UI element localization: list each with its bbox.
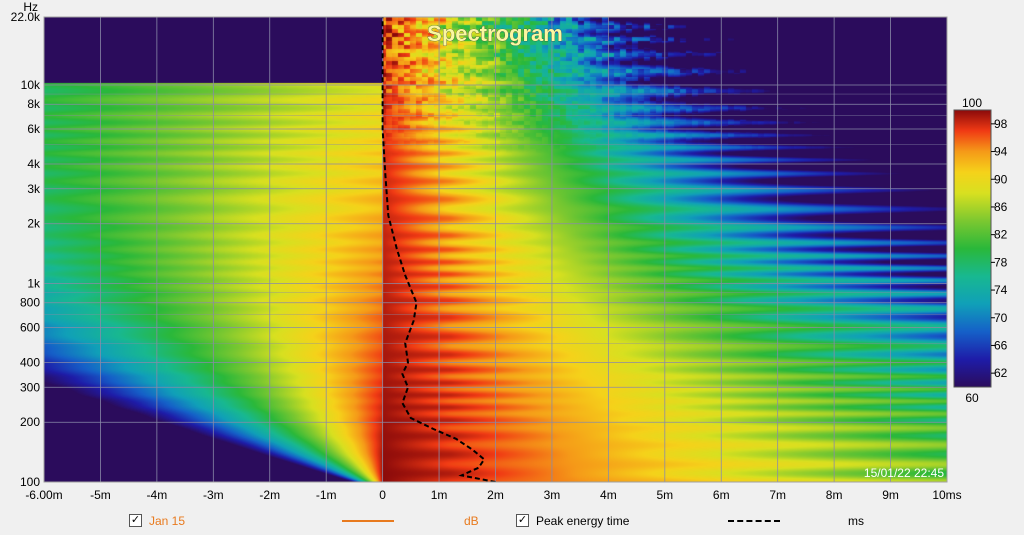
y-tick-label: 8k xyxy=(27,97,41,111)
colorbar-ticks: 98 94 90 86 82 78 74 70 66 62 xyxy=(991,117,1008,380)
x-tick-label: -6.00m xyxy=(25,488,62,502)
y-tick-label: 4k xyxy=(27,157,41,171)
x-tick-label: 8m xyxy=(826,488,843,502)
y-axis-label: Hz xyxy=(23,0,38,14)
x-tick-label: 9m xyxy=(882,488,899,502)
plot-frame xyxy=(43,16,948,483)
colorbar-min-label: 60 xyxy=(965,391,979,405)
x-tick-label: 0 xyxy=(379,488,386,502)
peak-energy-time-series xyxy=(381,17,496,482)
series1-name: Jan 15 xyxy=(149,514,186,528)
series2-unit: ms xyxy=(848,514,864,528)
y-tick-label: 2k xyxy=(27,217,41,231)
spectrogram-chart: Spectrogram Hz -6.00m -5m -4m -3m -2m -1m 0 1m 2… xyxy=(11,0,1008,502)
peak-energy-time-line xyxy=(381,17,496,482)
y-tick-label: 300 xyxy=(20,380,40,394)
colorbar-tick-label: 78 xyxy=(994,255,1008,269)
x-tick-label: -2m xyxy=(259,488,280,502)
y-tick-label: 100 xyxy=(20,475,40,489)
colorbar-tick-label: 98 xyxy=(994,117,1008,131)
x-tick-label: -3m xyxy=(203,488,224,502)
y-tick-label: 1k xyxy=(27,276,41,290)
x-tick-label: 4m xyxy=(600,488,617,502)
series2-swatch xyxy=(728,520,780,522)
x-tick-label: 2m xyxy=(487,488,504,502)
y-tick-label: 800 xyxy=(20,296,40,310)
y-tick-label: 400 xyxy=(20,355,40,369)
x-tick-label: 3m xyxy=(544,488,561,502)
colorbar-tick-label: 70 xyxy=(994,311,1008,325)
chart-title: Spectrogram xyxy=(427,21,563,46)
colorbar-tick-label: 66 xyxy=(994,338,1008,352)
series1-checkbox[interactable]: ✓ xyxy=(129,514,142,527)
x-tick-label: 10ms xyxy=(932,488,961,502)
y-tick-label: 6k xyxy=(27,122,41,136)
colorbar-tick-label: 82 xyxy=(994,228,1008,242)
y-tick-label: 10k xyxy=(21,78,41,92)
x-tick-label: 1m xyxy=(431,488,448,502)
legend-bar: ✓ Jan 15 dB ✓ Peak energy time ms xyxy=(0,508,1024,534)
series2-checkbox[interactable]: ✓ xyxy=(516,514,529,527)
colorbar-tick-label: 86 xyxy=(994,200,1008,214)
timestamp: 15/01/22 22:45 xyxy=(864,466,944,480)
colorbar-gradient xyxy=(953,109,992,388)
x-axis-ticks: -6.00m -5m -4m -3m -2m -1m 0 1m 2m 3m 4m 5m 6m 7m 8m 9m… xyxy=(25,488,961,502)
colorbar-tick-label: 74 xyxy=(994,283,1008,297)
x-tick-label: 5m xyxy=(656,488,673,502)
x-tick-label: 6m xyxy=(713,488,730,502)
colorbar-tick-label: 90 xyxy=(994,172,1008,186)
series2-name: Peak energy time xyxy=(536,514,630,528)
x-tick-label: 7m xyxy=(769,488,786,502)
colorbar: 98 94 90 86 82 78 74 70 66 62 100 60 xyxy=(953,96,1008,405)
series1-unit: dB xyxy=(464,514,479,528)
colorbar-max-label: 100 xyxy=(962,96,982,110)
colorbar-tick-label: 62 xyxy=(994,366,1008,380)
colorbar-tick-label: 94 xyxy=(994,145,1008,159)
y-tick-label: 22.0k xyxy=(11,10,41,24)
y-axis-ticks: 22.0k 10k 8k 6k 4k 3k 2k 1k 800 600 400 300 200 100 xyxy=(11,10,41,489)
y-tick-label: 600 xyxy=(20,321,40,335)
y-tick-label: 200 xyxy=(20,415,40,429)
x-tick-label: -4m xyxy=(147,488,168,502)
series1-swatch xyxy=(342,520,394,522)
x-tick-label: -5m xyxy=(90,488,111,502)
y-tick-label: 3k xyxy=(27,182,41,196)
x-tick-label: -1m xyxy=(316,488,337,502)
